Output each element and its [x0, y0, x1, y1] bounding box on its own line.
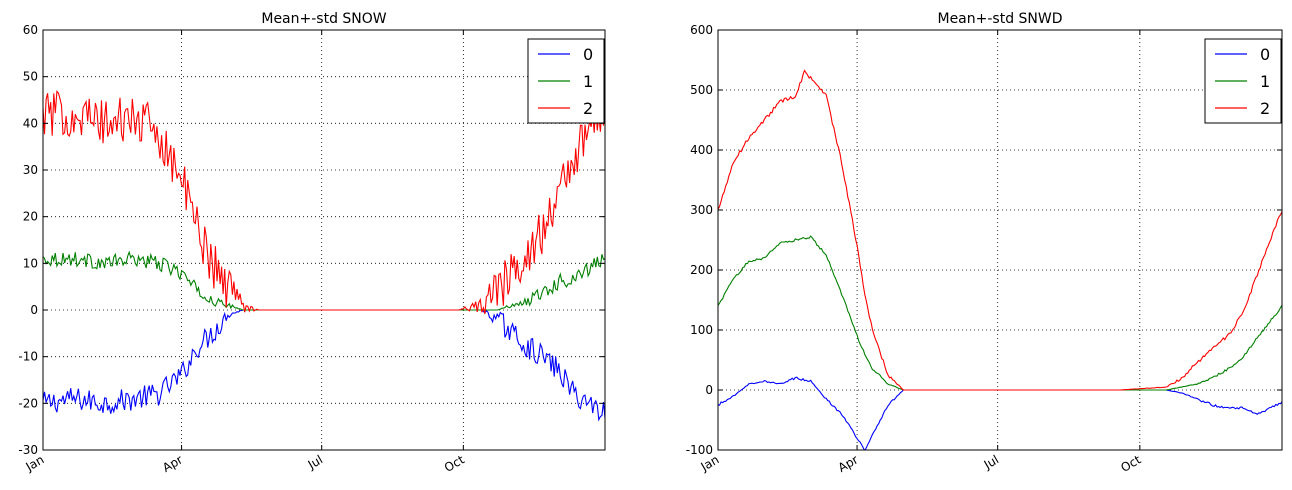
legend-label: 0: [583, 45, 593, 64]
y-tick-label: 100: [690, 323, 713, 337]
y-tick-label: 0: [705, 383, 713, 397]
x-tick-label: Apr: [836, 452, 861, 475]
x-tick-label: Apr: [160, 452, 185, 475]
series-line-0: [718, 376, 1282, 450]
y-tick-label: -10: [18, 350, 38, 364]
grid: [43, 30, 605, 450]
y-tick-label: 400: [690, 143, 713, 157]
chart-title: Mean+-std SNWD: [937, 11, 1062, 27]
plot-frame: [42, 29, 606, 451]
legend-label: 2: [583, 99, 593, 118]
grid: [718, 30, 1282, 450]
y-tick-label: 0: [30, 303, 38, 317]
y-tick-label: 40: [23, 116, 38, 130]
y-tick-label: 60: [23, 23, 38, 37]
y-tick-label: 10: [23, 256, 38, 270]
chart-title: Mean+-std SNOW: [261, 11, 386, 27]
legend-label: 1: [1260, 72, 1270, 91]
series-line-2: [718, 69, 1282, 391]
series-line-2: [43, 90, 605, 315]
legend: 0 1 2: [1204, 38, 1282, 124]
y-tick-label: 30: [23, 163, 38, 177]
x-tick-label: Oct: [1118, 452, 1143, 475]
snow-chart-panel: -30 -20 -10 0 10 20 30 40 50 60 Jan Apr Jul Oct Mean+-…: [18, 11, 606, 475]
x-tick-label: Jul: [981, 452, 1001, 472]
legend-label: 0: [1260, 45, 1270, 64]
y-tick-label: -20: [18, 396, 38, 410]
legend: 0 1 2: [527, 38, 605, 124]
y-tick-label: 500: [690, 83, 713, 97]
y-tick-label: 200: [690, 263, 713, 277]
y-tick-label: -30: [18, 443, 38, 457]
x-tick-label: Oct: [442, 452, 467, 475]
plot-frame: [717, 29, 1283, 451]
snwd-chart-panel: -100 0 100 200 300 400 500 600 Jan Apr Jul Oct Mean+…: [646, 0, 1292, 490]
series-line-1: [718, 235, 1282, 391]
y-tick-label: -100: [686, 443, 713, 457]
legend-label: 2: [1260, 99, 1270, 118]
y-tick-label: 300: [690, 203, 713, 217]
y-tick-label: 20: [23, 210, 38, 224]
x-tick-label: Jul: [305, 452, 325, 472]
y-tick-label: 600: [690, 23, 713, 37]
y-tick-label: 50: [23, 70, 38, 84]
legend-label: 1: [583, 72, 593, 91]
